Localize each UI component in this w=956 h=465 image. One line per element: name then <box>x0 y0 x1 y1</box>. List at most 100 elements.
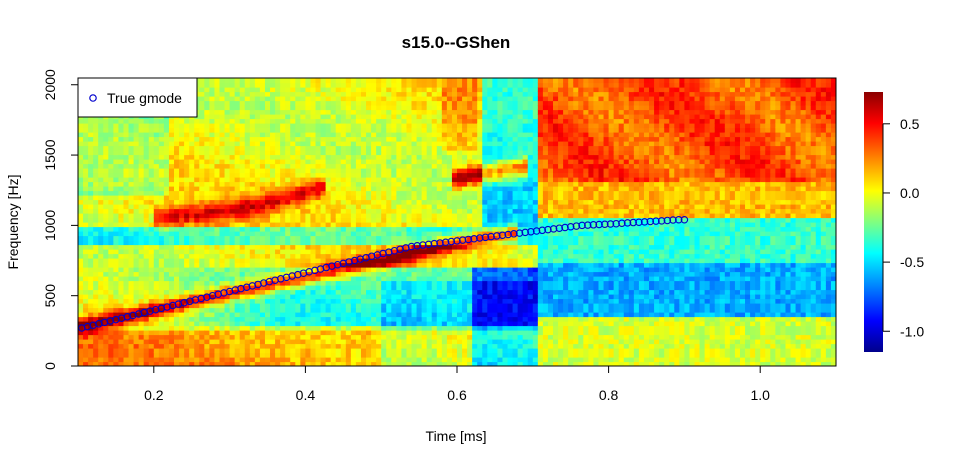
heatmap-cell <box>153 357 160 363</box>
heatmap-cell <box>290 226 296 232</box>
heatmap-cell <box>113 253 120 259</box>
heatmap-cell <box>158 312 165 318</box>
heatmap-cell <box>280 114 286 120</box>
heatmap-cell <box>462 190 468 196</box>
heatmap-cell <box>285 334 291 340</box>
heatmap-cell <box>118 289 125 295</box>
heatmap-cell <box>451 127 458 133</box>
heatmap-cell <box>280 199 286 205</box>
heatmap-cell <box>239 244 246 250</box>
heatmap-cell <box>219 199 226 205</box>
heatmap-cell <box>219 105 226 111</box>
heatmap-cell <box>330 258 337 264</box>
heatmap-cell <box>158 118 165 124</box>
heatmap-cell <box>264 127 271 133</box>
heatmap-cell <box>411 307 418 313</box>
heatmap-cell <box>174 199 180 205</box>
heatmap-cell <box>254 330 261 336</box>
heatmap-cell <box>214 154 221 160</box>
heatmap-cell <box>320 262 327 268</box>
heatmap-cell <box>340 141 347 147</box>
heatmap-cell <box>163 141 170 147</box>
heatmap-cell <box>467 168 473 174</box>
heatmap-cell <box>315 258 322 264</box>
heatmap-cell <box>254 271 261 277</box>
heatmap-cell <box>113 240 120 246</box>
heatmap-cell <box>345 352 352 358</box>
heatmap-cell <box>462 78 468 84</box>
heatmap-cell <box>381 312 387 318</box>
heatmap-cell <box>275 262 281 268</box>
heatmap-cell <box>285 307 291 313</box>
heatmap-cell <box>204 348 210 354</box>
heatmap-cell <box>406 258 413 264</box>
heatmap-cell <box>441 123 448 129</box>
heatmap-cell <box>93 150 99 156</box>
heatmap-cell <box>138 132 145 138</box>
heatmap-cell <box>123 177 130 183</box>
heatmap-cell <box>209 280 216 286</box>
heatmap-cell <box>189 357 195 363</box>
heatmap-cell <box>457 352 463 358</box>
heatmap-cell <box>254 114 261 120</box>
heatmap-cell <box>416 321 423 327</box>
heatmap-cell <box>381 114 387 120</box>
heatmap-cell <box>305 217 312 223</box>
heatmap-cell <box>406 114 413 120</box>
heatmap-cell <box>305 204 312 210</box>
heatmap-cell <box>411 330 418 336</box>
heatmap-cell <box>376 168 382 174</box>
heatmap-cell <box>158 145 165 151</box>
heatmap-cell <box>285 343 291 349</box>
heatmap-cell <box>335 339 342 345</box>
heatmap-cell <box>249 348 256 354</box>
heatmap-cell <box>244 271 251 277</box>
heatmap-cell <box>189 190 195 196</box>
heatmap-cell <box>189 276 195 282</box>
heatmap-cell <box>179 168 185 174</box>
heatmap-cell <box>214 334 221 340</box>
heatmap-cell <box>310 217 317 223</box>
heatmap-cell <box>174 208 180 214</box>
heatmap-cell <box>411 348 418 354</box>
heatmap-cell <box>98 343 104 349</box>
heatmap-cell <box>259 307 266 313</box>
heatmap-cell <box>179 289 185 295</box>
heatmap-cell <box>320 343 327 349</box>
heatmap-cell <box>168 280 175 286</box>
heatmap-cell <box>411 150 418 156</box>
heatmap-cell <box>300 132 306 138</box>
heatmap-cell <box>462 280 468 286</box>
heatmap-cell <box>259 208 266 214</box>
heatmap-cell <box>401 289 408 295</box>
heatmap-cell <box>391 87 397 93</box>
heatmap-cell <box>416 78 423 84</box>
heatmap-cell <box>128 343 135 349</box>
heatmap-cell <box>295 163 301 169</box>
heatmap-cell <box>401 262 408 268</box>
heatmap-cell <box>224 217 231 223</box>
heatmap-cell <box>163 298 170 304</box>
heatmap-cell <box>330 244 337 250</box>
heatmap-cell <box>285 177 291 183</box>
heatmap-cell <box>396 190 403 196</box>
heatmap-cell <box>219 159 226 165</box>
heatmap-cell <box>340 190 347 196</box>
heatmap-cell <box>93 132 99 138</box>
heatmap-cell <box>239 114 246 120</box>
heatmap-cell <box>194 186 200 192</box>
heatmap-cell <box>310 213 317 219</box>
heatmap-cell <box>88 231 94 237</box>
heatmap-cell <box>350 298 357 304</box>
heatmap-cell <box>184 312 190 318</box>
heatmap-cell <box>254 199 261 205</box>
heatmap-cell <box>108 195 114 201</box>
heatmap-cell <box>234 123 241 129</box>
heatmap-cell <box>335 334 342 340</box>
heatmap-cell <box>431 334 438 340</box>
heatmap-cell <box>366 186 372 192</box>
heatmap-cell <box>270 163 276 169</box>
heatmap-cell <box>350 168 357 174</box>
heatmap-cell <box>310 330 317 336</box>
heatmap-cell <box>98 168 104 174</box>
